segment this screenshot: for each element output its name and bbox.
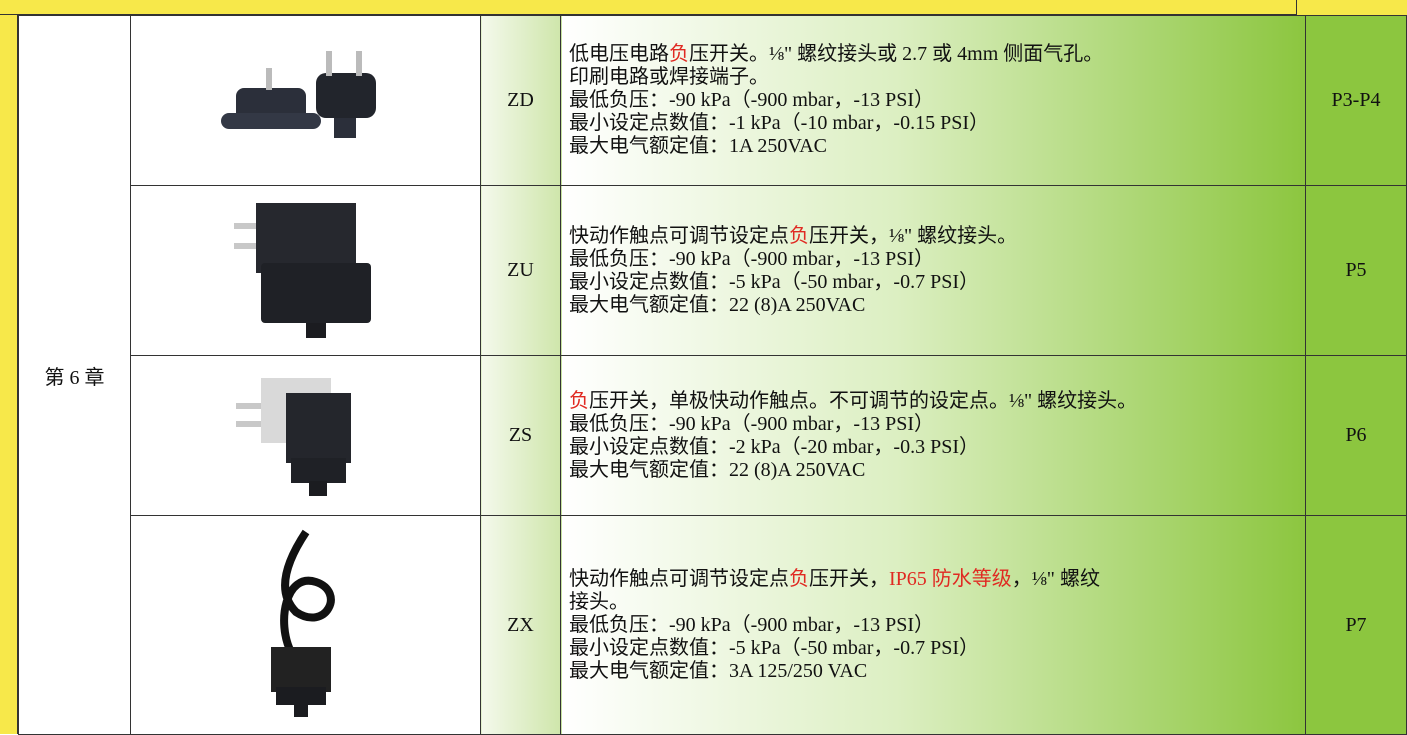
description-text: IP65 防水等级: [889, 567, 1012, 590]
description-line: 最低负压：-90 kPa（-900 mbar，-13 PSI）: [569, 248, 1305, 271]
chapter-cell: 第 6 章: [18, 15, 131, 735]
description-line: 最小设定点数值：-1 kPa（-10 mbar，-0.15 PSI）: [569, 112, 1305, 135]
image-cell: [130, 355, 481, 516]
page-cell: P3-P4: [1305, 15, 1407, 186]
description-line: 最小设定点数值：-2 kPa（-20 mbar，-0.3 PSI）: [569, 436, 1305, 459]
description-line: 快动作触点可调节设定点负压开关，IP65 防水等级，⅛" 螺纹: [569, 568, 1305, 591]
description-text: 最大电气额定值：22 (8)A 250VAC: [569, 293, 866, 316]
description-text: ，⅛" 螺纹: [1011, 567, 1100, 590]
description-text: 负: [789, 567, 809, 590]
description-line: 快动作触点可调节设定点负压开关，⅛" 螺纹接头。: [569, 225, 1305, 248]
product-table: 第 6 章 ZD 低电压电路负压开关。⅛" 螺纹接头或 2.7 或 4mm 侧面气孔…: [18, 15, 1407, 735]
description-text: 最大电气额定值：22 (8)A 250VAC: [569, 458, 866, 481]
description-line: 接头。: [569, 591, 1305, 614]
product-image: [270, 529, 335, 717]
description-text: 压开关，⅛" 螺纹接头。: [809, 224, 1018, 247]
model-cell: ZD: [480, 15, 561, 186]
table-row: ZX 快动作触点可调节设定点负压开关，IP65 防水等级，⅛" 螺纹 接头。 最低负压…: [19, 515, 1407, 735]
description-text: 负: [569, 389, 589, 412]
table-row: 第 6 章 ZD 低电压电路负压开关。⅛" 螺纹接头或 2.7 或 4mm 侧面气孔…: [18, 15, 1407, 735]
description-cell: 低电压电路负压开关。⅛" 螺纹接头或 2.7 或 4mm 侧面气孔。 印刷电路或焊…: [560, 15, 1306, 186]
description-text: 最大电气额定值：1A 250VAC: [569, 135, 827, 157]
description-text: 压开关。⅛" 螺纹接头或 2.7 或 4mm 侧面气孔。: [689, 43, 1104, 65]
page-cell: P7: [1305, 515, 1407, 735]
description-text: 最大电气额定值：3A 125/250 VAC: [569, 659, 868, 682]
description-text: 负: [789, 224, 809, 247]
description-line: 最大电气额定值：22 (8)A 250VAC: [569, 294, 1305, 317]
description-line: 印刷电路或焊接端子。: [569, 66, 1305, 89]
description-text: 印刷电路或焊接端子。: [569, 66, 769, 88]
description-cell: 负压开关，单极快动作触点。不可调节的设定点。⅛" 螺纹接头。 最低负压：-90 k…: [560, 355, 1306, 516]
description-cell: 快动作触点可调节设定点负压开关，⅛" 螺纹接头。 最低负压：-90 kPa（-90…: [560, 185, 1306, 356]
product-image: [220, 50, 376, 138]
image-cell: [130, 185, 481, 356]
side-strip: [0, 15, 18, 734]
description-line: 最小设定点数值：-5 kPa（-50 mbar，-0.7 PSI）: [569, 271, 1305, 294]
image-cell: [130, 15, 481, 186]
page-cell: P6: [1305, 355, 1407, 516]
description-line: 最低负压：-90 kPa（-900 mbar，-13 PSI）: [569, 89, 1305, 112]
description-text: 快动作触点可调节设定点: [569, 567, 789, 590]
table-row: ZS 负压开关，单极快动作触点。不可调节的设定点。⅛" 螺纹接头。 最低负压：-90…: [19, 355, 1407, 516]
model-cell: ZU: [480, 185, 561, 356]
model-cell: ZS: [480, 355, 561, 516]
description-text: 负: [669, 43, 689, 65]
description-line: 最大电气额定值：1A 250VAC: [569, 135, 1305, 158]
description-text: 最低负压：-90 kPa（-900 mbar，-13 PSI）: [569, 247, 934, 270]
product-image: [233, 202, 371, 338]
description-line: 负压开关，单极快动作触点。不可调节的设定点。⅛" 螺纹接头。: [569, 390, 1305, 413]
description-line: 最大电气额定值：3A 125/250 VAC: [569, 660, 1305, 683]
page-cell: P5: [1305, 185, 1407, 356]
description-text: 低电压电路: [569, 43, 669, 65]
description-text: 最低负压：-90 kPa（-900 mbar，-13 PSI）: [569, 89, 934, 111]
header-page-cell: [1296, 0, 1407, 15]
table-row: ZU 快动作触点可调节设定点负压开关，⅛" 螺纹接头。 最低负压：-90 kPa（-…: [19, 185, 1407, 356]
description-text: 最低负压：-90 kPa（-900 mbar，-13 PSI）: [569, 613, 934, 636]
description-line: 最大电气额定值：22 (8)A 250VAC: [569, 459, 1305, 482]
description-text: 压开关，: [809, 567, 889, 590]
image-cell: [130, 515, 481, 735]
description-text: 压开关，单极快动作触点。不可调节的设定点。⅛" 螺纹接头。: [589, 389, 1138, 412]
description-text: 接头。: [569, 590, 629, 613]
description-text: 最小设定点数值：-5 kPa（-50 mbar，-0.7 PSI）: [569, 636, 979, 659]
description-text: 最小设定点数值：-1 kPa（-10 mbar，-0.15 PSI）: [569, 112, 989, 134]
product-image: [235, 377, 351, 496]
description-cell: 快动作触点可调节设定点负压开关，IP65 防水等级，⅛" 螺纹 接头。 最低负压：-…: [560, 515, 1306, 735]
description-text: 最低负压：-90 kPa（-900 mbar，-13 PSI）: [569, 412, 934, 435]
description-line: 最低负压：-90 kPa（-900 mbar，-13 PSI）: [569, 413, 1305, 436]
description-text: 最小设定点数值：-2 kPa（-20 mbar，-0.3 PSI）: [569, 435, 979, 458]
description-line: 最小设定点数值：-5 kPa（-50 mbar，-0.7 PSI）: [569, 637, 1305, 660]
model-cell: ZX: [480, 515, 561, 735]
description-line: 低电压电路负压开关。⅛" 螺纹接头或 2.7 或 4mm 侧面气孔。: [569, 43, 1305, 66]
description-line: 最低负压：-90 kPa（-900 mbar，-13 PSI）: [569, 614, 1305, 637]
description-text: 快动作触点可调节设定点: [569, 224, 789, 247]
header-strip: [0, 0, 1407, 15]
description-text: 最小设定点数值：-5 kPa（-50 mbar，-0.7 PSI）: [569, 270, 979, 293]
